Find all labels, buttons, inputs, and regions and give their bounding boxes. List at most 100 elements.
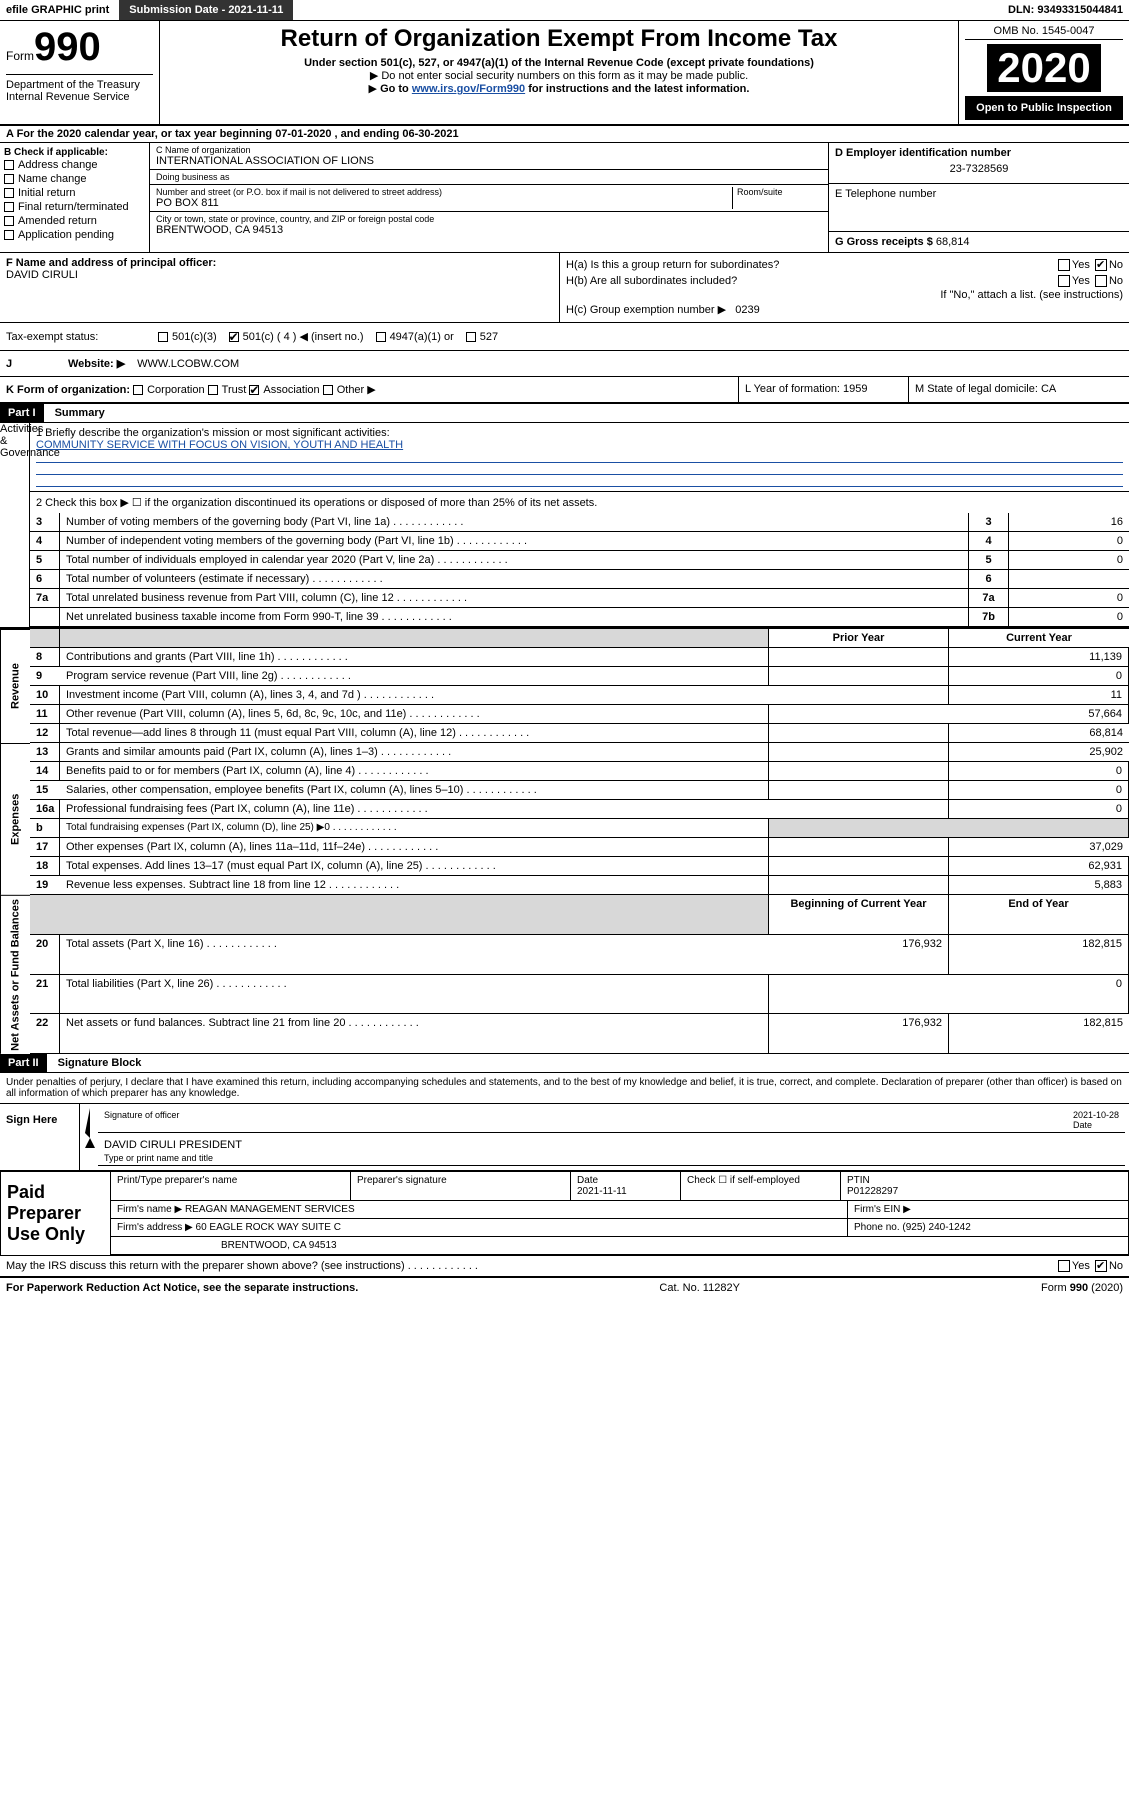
room-label: Room/suite [737,187,822,197]
chk-527[interactable]: 527 [466,330,498,344]
chk-name[interactable]: Name change [4,172,145,186]
line-num: 13 [30,743,60,762]
row-box: 4 [969,532,1009,551]
chk-amended[interactable]: Amended return [4,214,145,228]
submission-date-btn[interactable]: Submission Date - 2021-11-11 [119,0,293,20]
form990-link[interactable]: www.irs.gov/Form990 [412,83,525,95]
spacer [60,629,769,648]
part-ii-badge: Part II [0,1054,47,1072]
form-word: Form [6,49,34,63]
row-val: 0 [1009,589,1129,608]
prior-val [769,686,949,705]
begin-val: 176,932 [769,1014,949,1054]
vlabel-expenses: Expenses [0,743,30,895]
row-num [30,608,60,627]
end-val: 0 [949,975,1129,1015]
prior-val [769,724,949,743]
title-column: Return of Organization Exempt From Incom… [160,21,959,124]
discuss-yn[interactable]: Yes No [1056,1260,1123,1272]
paid-preparer-block: Paid Preparer Use Only Print/Type prepar… [0,1171,1129,1256]
box-c: C Name of organization INTERNATIONAL ASS… [150,143,829,252]
row-text: Number of voting members of the governin… [60,513,969,532]
line-num: 12 [30,724,60,743]
year-column: OMB No. 1545-0047 2020 Open to Public In… [959,21,1129,124]
sig-date: 2021-10-28 [1073,1110,1119,1120]
chk-501c[interactable]: 501(c) ( 4 ) ◀ (insert no.) [229,329,364,344]
topbar: efile GRAPHIC print Submission Date - 20… [0,0,1129,21]
chk-assoc[interactable]: Association [249,383,319,397]
ssn-note: Do not enter social security numbers on … [166,69,952,82]
line-num: 10 [30,686,60,705]
open-inspection: Open to Public Inspection [965,96,1123,120]
print-name-label: Type or print name and title [104,1153,213,1163]
row-num: 6 [30,570,60,589]
sig-date-label: Date [1073,1120,1092,1130]
org-name: INTERNATIONAL ASSOCIATION OF LIONS [156,155,822,167]
ptin-label: PTIN [847,1175,870,1186]
dln-label: DLN: 93493315044841 [1002,1,1129,19]
ptin-value: P01228297 [847,1186,898,1197]
part-ii-header: Part II Signature Block [0,1054,1129,1073]
line-text: Grants and similar amounts paid (Part IX… [60,743,769,762]
chk-corp[interactable]: Corporation [133,383,204,397]
chk-final[interactable]: Final return/terminated [4,200,145,214]
prior-val [769,648,949,667]
chk-4947[interactable]: 4947(a)(1) or [376,330,454,344]
irs-label: Internal Revenue Service [6,91,153,103]
mission-text[interactable]: COMMUNITY SERVICE WITH FOCUS ON VISION, … [36,439,403,451]
website-row: J Website: ▶ WWW.LCOBW.COM [0,351,1129,377]
prior-val [769,819,949,838]
chk-initial[interactable]: Initial return [4,186,145,200]
gross-label: G Gross receipts $ [835,236,933,248]
current-val: 68,814 [949,724,1129,743]
ha-yn[interactable]: Yes No [1056,259,1123,271]
line-text: Other revenue (Part VIII, column (A), li… [60,705,769,724]
chk-pending[interactable]: Application pending [4,228,145,242]
row-val [1009,570,1129,589]
self-employed-chk[interactable]: Check ☐ if self-employed [681,1172,841,1201]
form-990-number: 990 [34,25,101,69]
line-num: 11 [30,705,60,724]
line1-label: 1 Briefly describe the organization's mi… [36,427,1123,439]
hb-yn[interactable]: Yes No [1056,275,1123,287]
current-val: 25,902 [949,743,1129,762]
part-i-title: Summary [47,404,113,422]
website-label: Website: ▶ [68,357,125,370]
line-num: 18 [30,857,60,876]
line-num: 21 [30,975,60,1015]
form-header: Form990 Department of the Treasury Inter… [0,21,1129,126]
tax-status-label: Tax-exempt status: [6,331,146,343]
current-val [949,819,1129,838]
ein-label: D Employer identification number [835,147,1123,159]
chk-address[interactable]: Address change [4,158,145,172]
box-b-title: B Check if applicable: [4,147,145,158]
current-val: 11,139 [949,648,1129,667]
chk-501c3[interactable]: 501(c)(3) [158,330,217,344]
line-text: Program service revenue (Part VIII, line… [60,667,769,686]
mission-block: 1 Briefly describe the organization's mi… [30,423,1129,492]
prior-val [769,857,949,876]
prior-val [769,743,949,762]
row-val: 0 [1009,608,1129,627]
row-text: Net unrelated business taxable income fr… [60,608,969,627]
discuss-question: May the IRS discuss this return with the… [6,1260,478,1272]
current-val: 11 [949,686,1129,705]
vlabel-net: Net Assets or Fund Balances [0,895,30,1054]
officer-label: F Name and address of principal officer: [6,257,553,269]
part-ii-title: Signature Block [50,1054,150,1072]
officer-name: DAVID CIRULI [6,269,553,281]
line-text: Professional fundraising fees (Part IX, … [60,800,769,819]
vlabel-governance: Activities & Governance [0,423,30,627]
hb-note: If "No," attach a list. (see instruction… [566,289,1123,301]
part-i-badge: Part I [0,404,44,422]
chk-other[interactable]: Other ▶ [323,383,376,397]
row-box: 5 [969,551,1009,570]
spacer [60,895,769,935]
governance-mini-grid: 3 Number of voting members of the govern… [30,513,1129,627]
line-text: Total expenses. Add lines 13–17 (must eq… [60,857,769,876]
line-text: Net assets or fund balances. Subtract li… [60,1014,769,1054]
line-text: Salaries, other compensation, employee b… [60,781,769,800]
line-text: Total liabilities (Part X, line 26) [60,975,769,1015]
chk-trust[interactable]: Trust [208,383,247,397]
omb-number: OMB No. 1545-0047 [965,25,1123,40]
